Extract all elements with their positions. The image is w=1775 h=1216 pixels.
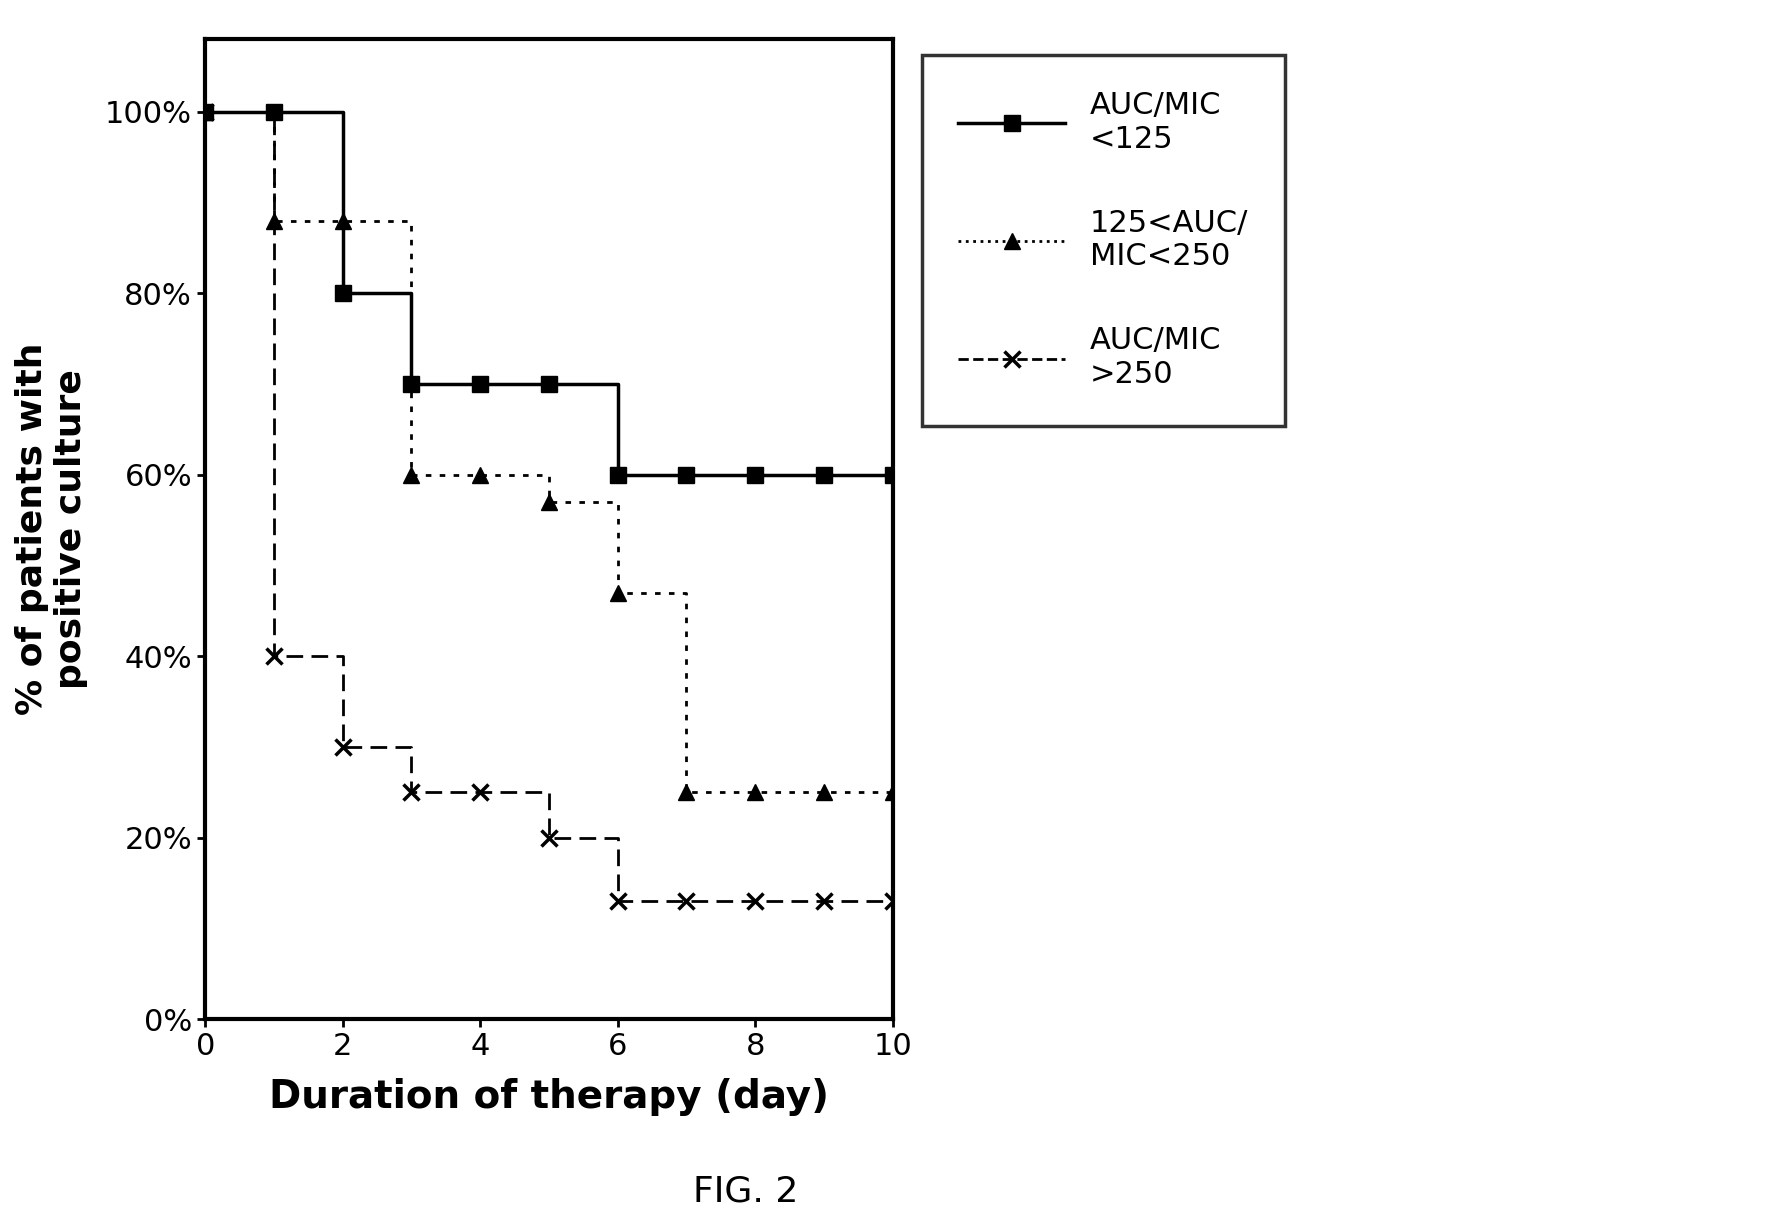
AUC/MIC
>250 — [195, 105, 217, 119]
X-axis label: Duration of therapy (day): Duration of therapy (day) — [270, 1077, 829, 1116]
Y-axis label: % of patients with
positive culture: % of patients with positive culture — [14, 343, 89, 715]
125<AUC/
MIC<250 — [195, 105, 217, 119]
AUC/MIC
>250 — [744, 894, 765, 908]
AUC/MIC
>250 — [332, 739, 353, 754]
AUC/MIC
<125 — [538, 377, 559, 392]
Line: 125<AUC/
MIC<250: 125<AUC/ MIC<250 — [197, 105, 900, 800]
AUC/MIC
<125 — [676, 467, 698, 482]
125<AUC/
MIC<250 — [882, 786, 903, 800]
125<AUC/
MIC<250 — [263, 214, 284, 229]
AUC/MIC
<125 — [195, 105, 217, 119]
125<AUC/
MIC<250 — [470, 467, 492, 482]
AUC/MIC
<125 — [401, 377, 422, 392]
AUC/MIC
<125 — [263, 105, 284, 119]
Line: AUC/MIC
<125: AUC/MIC <125 — [197, 105, 900, 483]
AUC/MIC
<125 — [813, 467, 834, 482]
AUC/MIC
>250 — [263, 649, 284, 664]
125<AUC/
MIC<250 — [538, 495, 559, 510]
125<AUC/
MIC<250 — [401, 467, 422, 482]
AUC/MIC
<125 — [332, 286, 353, 300]
AUC/MIC
>250 — [676, 894, 698, 908]
AUC/MIC
>250 — [813, 894, 834, 908]
AUC/MIC
<125 — [607, 467, 628, 482]
AUC/MIC
<125 — [882, 467, 903, 482]
AUC/MIC
<125 — [470, 377, 492, 392]
AUC/MIC
>250 — [470, 786, 492, 800]
AUC/MIC
<125 — [744, 467, 765, 482]
125<AUC/
MIC<250 — [813, 786, 834, 800]
AUC/MIC
>250 — [882, 894, 903, 908]
Legend: AUC/MIC
<125, 125<AUC/
MIC<250, AUC/MIC
>250: AUC/MIC <125, 125<AUC/ MIC<250, AUC/MIC … — [921, 55, 1285, 426]
Line: AUC/MIC
>250: AUC/MIC >250 — [197, 105, 900, 908]
125<AUC/
MIC<250 — [332, 214, 353, 229]
AUC/MIC
>250 — [401, 786, 422, 800]
125<AUC/
MIC<250 — [607, 585, 628, 599]
Text: FIG. 2: FIG. 2 — [692, 1175, 799, 1209]
125<AUC/
MIC<250 — [744, 786, 765, 800]
AUC/MIC
>250 — [538, 831, 559, 845]
125<AUC/
MIC<250 — [676, 786, 698, 800]
AUC/MIC
>250 — [607, 894, 628, 908]
